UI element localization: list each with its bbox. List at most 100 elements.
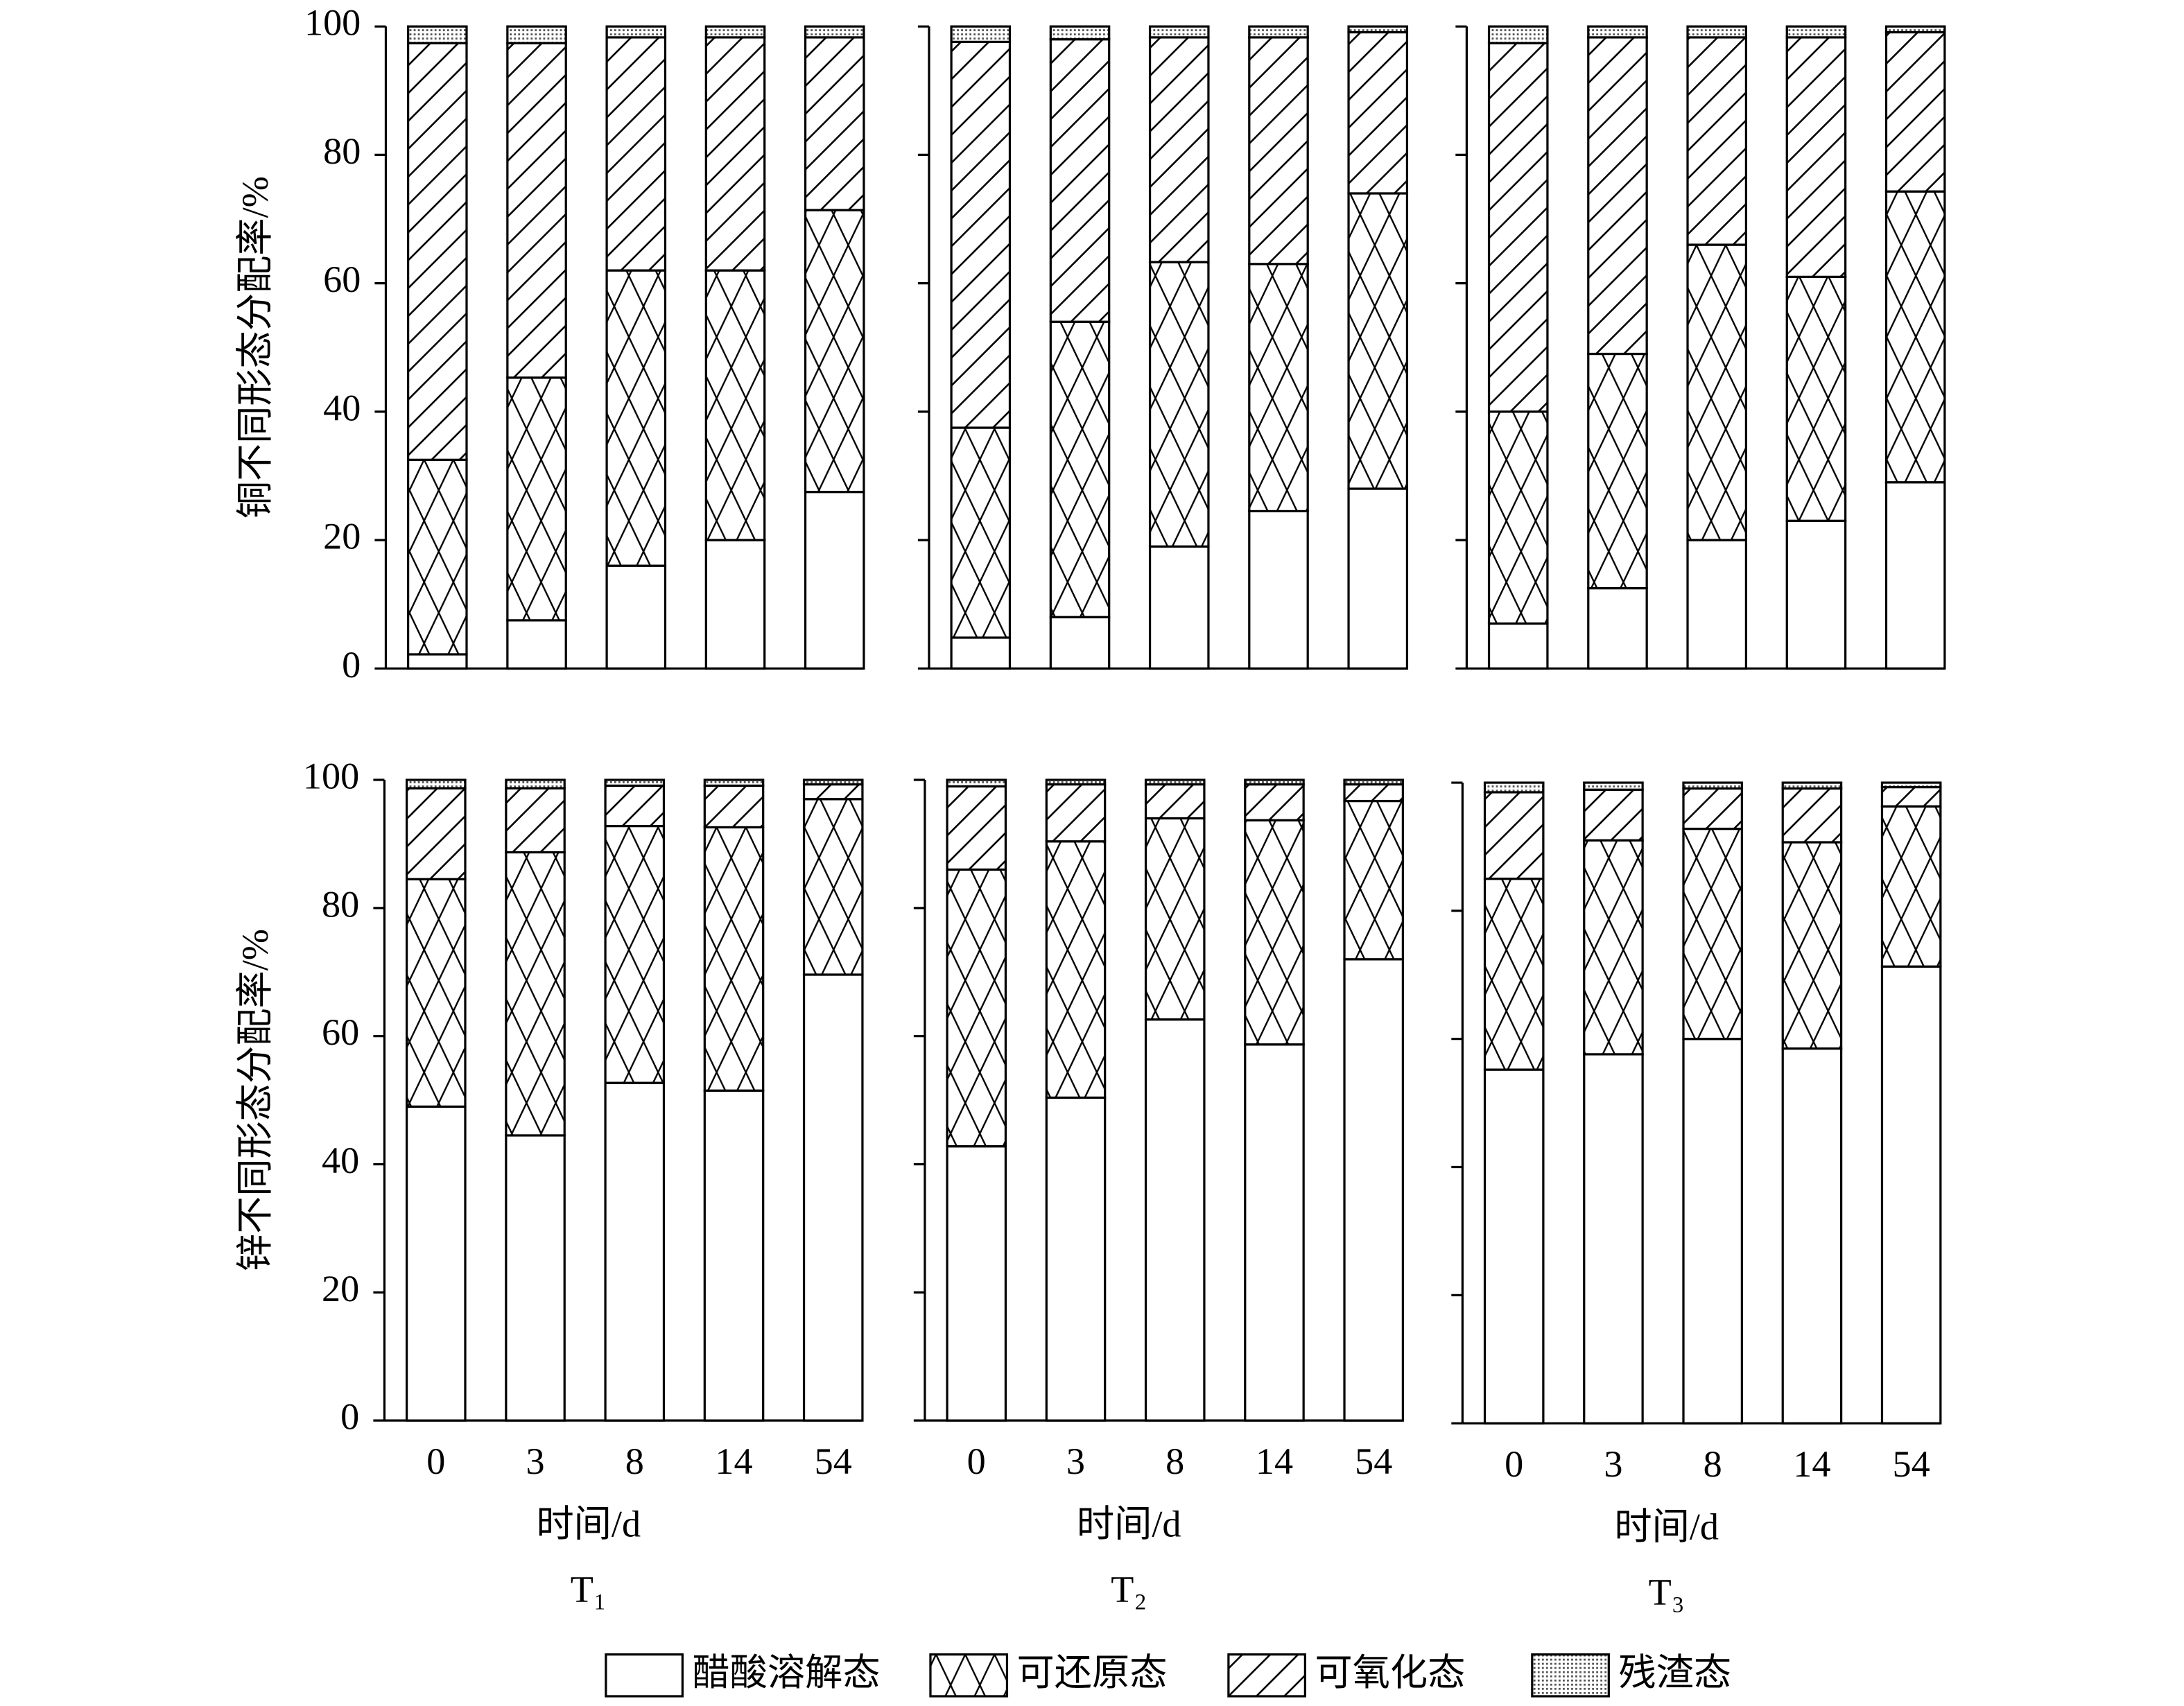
bar-segment <box>1144 1018 1206 1422</box>
bar-segment <box>1148 36 1210 263</box>
legend-label: 残渣态 <box>1618 1652 1731 1694</box>
bar-segment <box>505 851 566 1137</box>
bar-segment <box>1483 878 1545 1071</box>
bar-segment <box>1682 827 1743 1041</box>
bar-segment <box>1781 787 1843 844</box>
legend-swatch <box>1531 1653 1610 1698</box>
legend-swatch <box>929 1653 1009 1698</box>
bar-segment <box>704 36 766 272</box>
bar-segment <box>1686 25 1747 39</box>
bar-segment <box>946 778 1007 787</box>
bar-segment <box>1686 243 1747 541</box>
bar-segment <box>946 1145 1007 1422</box>
bar-segment <box>505 1134 566 1422</box>
bar-segment <box>605 25 667 39</box>
panel-label: T₂ <box>1111 1569 1147 1610</box>
x-tick-label: 0 <box>1505 1443 1523 1485</box>
bar-segment <box>1343 799 1405 961</box>
y-tick-label: 20 <box>322 1268 359 1309</box>
x-tick-label: 8 <box>1704 1443 1722 1485</box>
bar-segment <box>406 1105 467 1422</box>
y-axis-label: 铜不同形态分配率/% <box>234 176 276 519</box>
bar-segment <box>406 787 467 880</box>
bar-segment <box>1785 519 1847 670</box>
bar-segment <box>505 787 566 854</box>
bar-segment <box>1785 25 1847 39</box>
legend-label: 醋酸溶解态 <box>692 1652 880 1694</box>
bar-segment <box>407 653 468 670</box>
bar-segment <box>1347 25 1409 34</box>
bar-segment <box>605 269 667 567</box>
bar-segment <box>1583 781 1644 791</box>
bar-segment <box>1686 36 1747 246</box>
y-tick-label: 0 <box>342 644 361 686</box>
bar-segment <box>1487 622 1549 670</box>
bar-segment <box>1049 38 1111 323</box>
bar-segment <box>804 25 865 39</box>
bar-segment <box>506 25 567 44</box>
x-tick-label: 8 <box>625 1440 644 1482</box>
bar-segment <box>1045 783 1107 843</box>
bar-segment <box>506 42 567 379</box>
bar-segment <box>946 868 1007 1148</box>
bar-segment <box>1483 1068 1545 1425</box>
bar-segment <box>604 784 666 828</box>
bar-segment <box>604 824 666 1084</box>
y-tick-label: 0 <box>340 1396 359 1438</box>
bar-segment <box>1781 1047 1843 1425</box>
bar-segment <box>950 636 1012 670</box>
bar-segment <box>1244 1043 1305 1422</box>
bar-segment <box>704 539 766 670</box>
x-tick-label: 3 <box>526 1440 544 1482</box>
bar-segment <box>1880 785 1942 808</box>
bar-segment <box>1781 781 1843 790</box>
bar-segment <box>1884 25 1946 34</box>
bar-segment <box>1049 320 1111 618</box>
bar-segment <box>1248 25 1309 39</box>
bar-segment <box>946 785 1007 871</box>
y-tick-label: 20 <box>323 516 361 557</box>
bar-segment <box>804 209 865 494</box>
bar-segment <box>1884 31 1946 193</box>
bar-segment <box>506 619 567 670</box>
legend-label: 可还原态 <box>1017 1652 1168 1694</box>
bar-segment <box>1244 783 1305 821</box>
bar-segment <box>605 36 667 272</box>
bar-segment <box>1781 841 1843 1050</box>
bar-segment <box>1483 791 1545 880</box>
bar-segment <box>1347 487 1409 670</box>
bar-segment <box>1248 263 1309 513</box>
bar-segment <box>1884 481 1946 670</box>
bar-segment <box>1682 787 1743 830</box>
bar-segment <box>1587 586 1648 670</box>
bar-segment <box>605 564 667 670</box>
bar-segment <box>1785 36 1847 278</box>
x-tick-label: 54 <box>815 1440 852 1482</box>
x-tick-label: 3 <box>1066 1440 1085 1482</box>
x-tick-label: 14 <box>715 1440 752 1482</box>
bar-segment <box>950 25 1012 44</box>
bar-segment <box>1045 840 1107 1099</box>
panel-label: T₁ <box>571 1569 607 1610</box>
bar-segment <box>1682 1038 1743 1425</box>
bar-segment <box>1148 545 1210 670</box>
bar-segment <box>1583 839 1644 1056</box>
legend-label: 可氧化态 <box>1315 1652 1465 1694</box>
bar-segment <box>505 778 566 790</box>
bar-segment <box>804 36 865 211</box>
bar-segment <box>1248 36 1309 266</box>
y-tick-label: 40 <box>323 387 361 428</box>
bar-segment <box>407 458 468 656</box>
bar-segment <box>1045 778 1107 786</box>
bar-segment <box>802 783 864 801</box>
x-tick-label: 0 <box>426 1440 445 1482</box>
bar-segment <box>1343 778 1405 786</box>
bar-segment <box>1487 410 1549 625</box>
bar-segment <box>1244 778 1305 786</box>
bar-segment <box>802 798 864 976</box>
x-axis-label: 时间/d <box>536 1503 641 1544</box>
bar-segment <box>1583 788 1644 842</box>
bar-segment <box>604 778 666 787</box>
bar-segment <box>1148 261 1210 548</box>
